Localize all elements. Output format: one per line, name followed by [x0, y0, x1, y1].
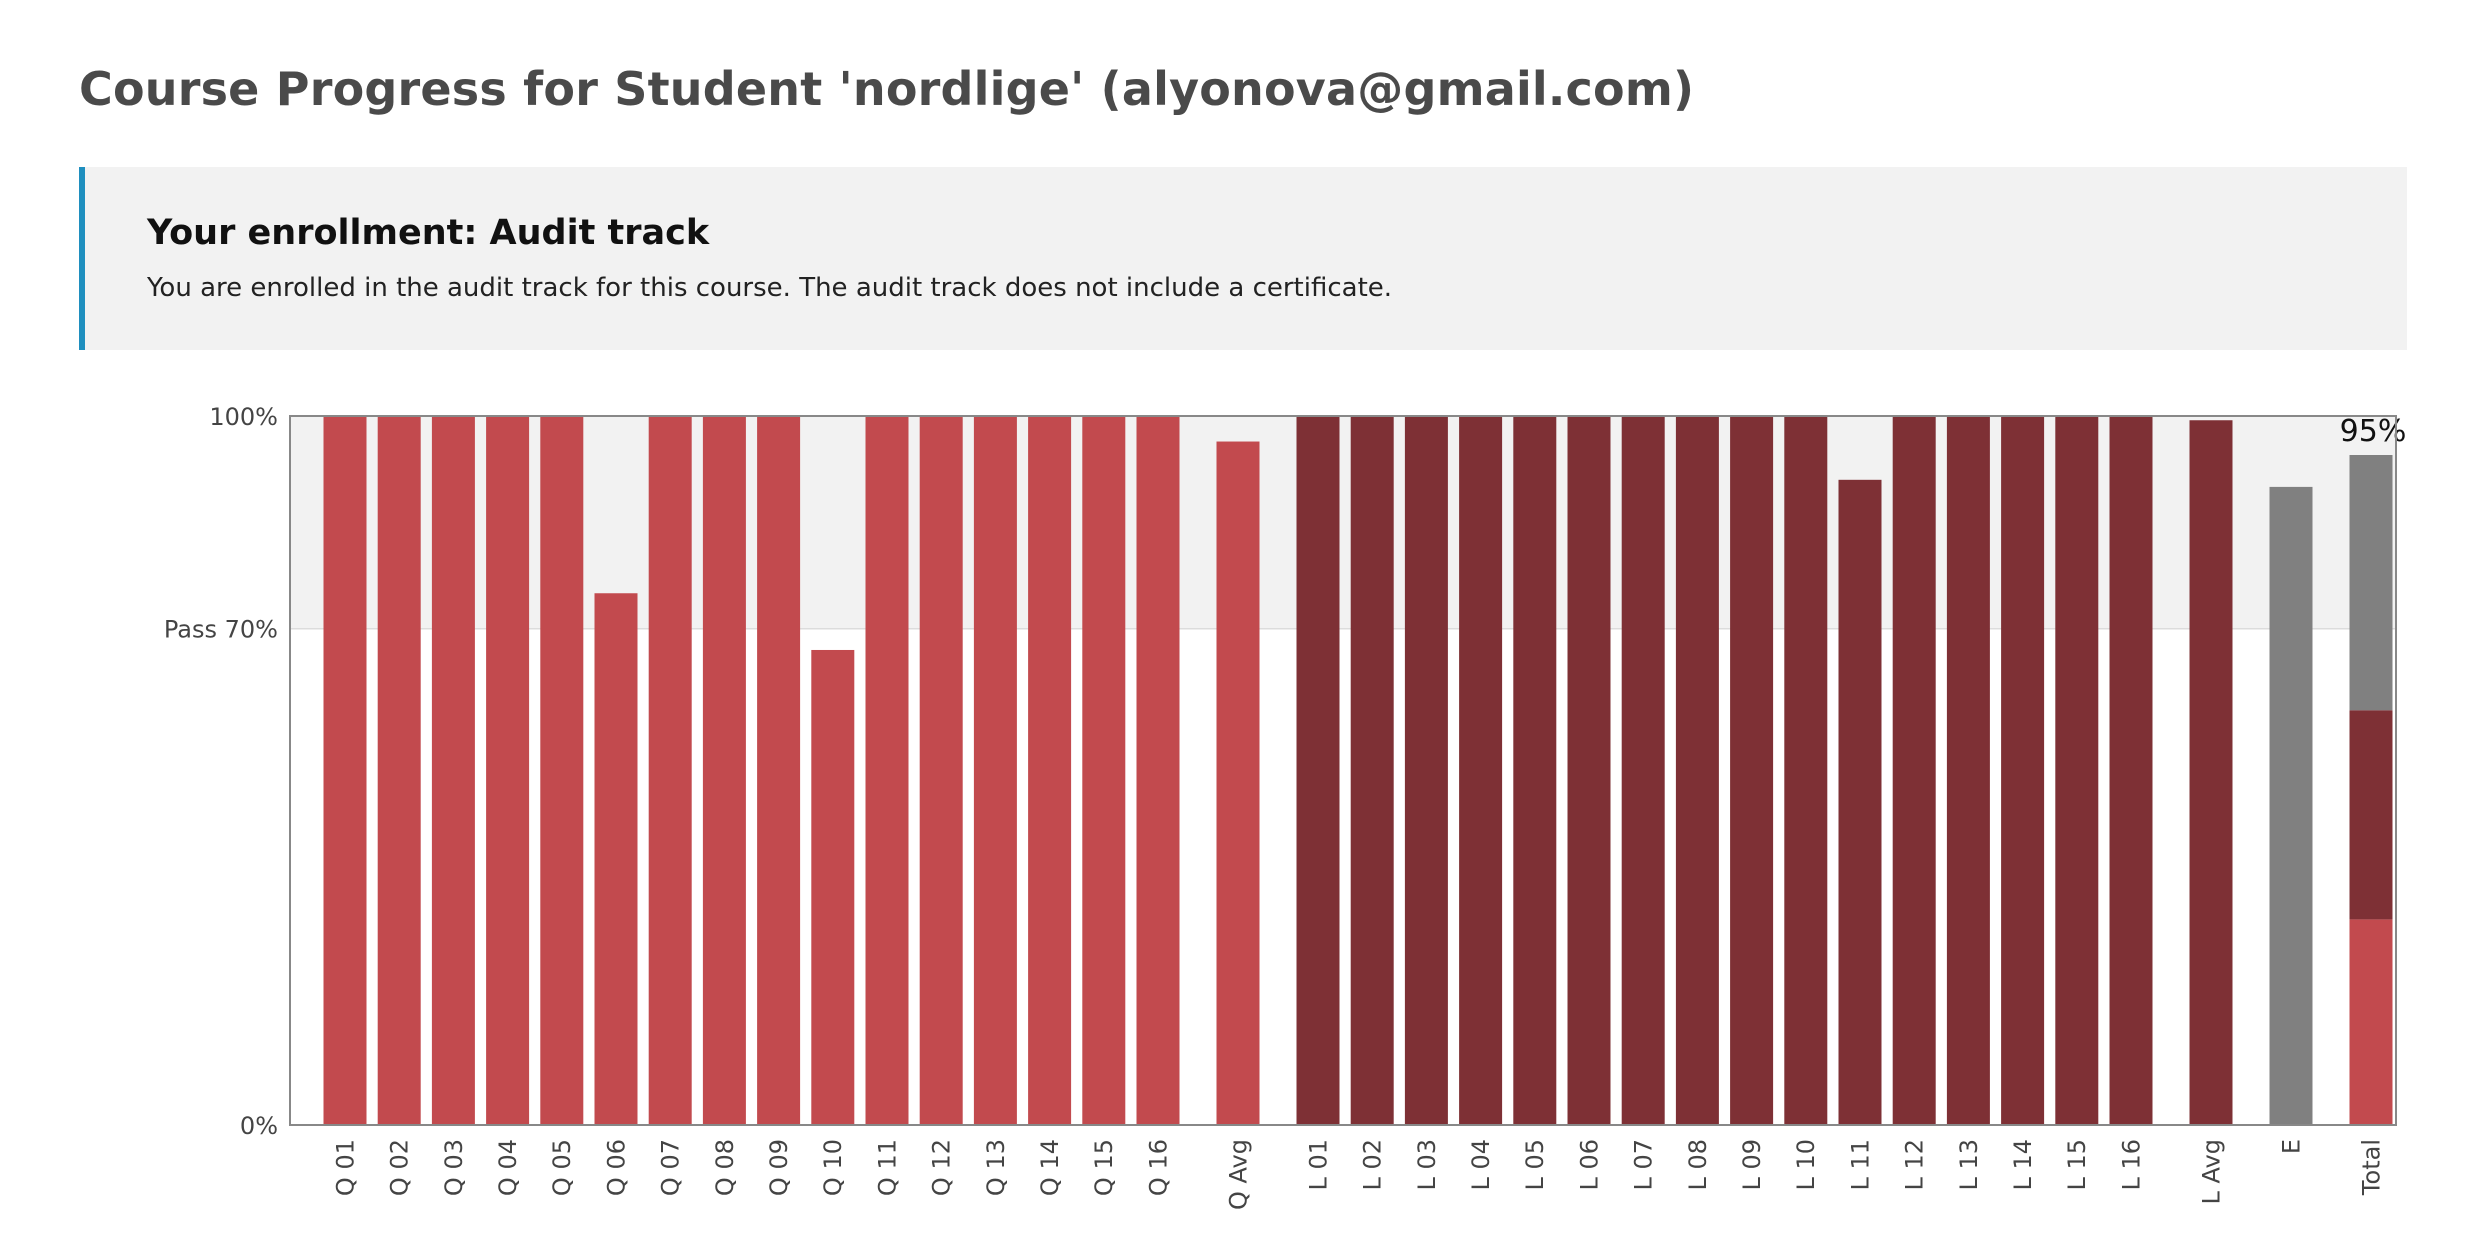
bar-l-05 — [1513, 416, 1557, 1125]
x-tick-label: Q 01 — [331, 1139, 359, 1196]
bar-q-06 — [594, 593, 638, 1125]
bar-l-02 — [1350, 416, 1394, 1125]
x-tick-label: Q 02 — [386, 1139, 414, 1196]
x-tick-label: Q 14 — [1036, 1139, 1064, 1196]
pass-band — [290, 416, 2396, 629]
x-tick-label: L 07 — [1630, 1139, 1658, 1191]
bar-q-16 — [1136, 416, 1180, 1125]
bar-q-11 — [865, 416, 909, 1125]
x-tick-label: L 11 — [1846, 1139, 1874, 1191]
bar-q-12 — [919, 416, 963, 1125]
x-tick-label: Q 04 — [494, 1139, 522, 1196]
x-tick-label: L 09 — [1738, 1139, 1766, 1191]
y-tick-label: 100% — [209, 403, 278, 431]
progress-chart: 100% Pass 70% 0% Q 01 Q 02 Q 03 Q 04 Q 05 Q 06 Q … — [164, 403, 2406, 1210]
bar-q-14 — [1028, 416, 1072, 1125]
x-tick-label: L 14 — [2009, 1139, 2037, 1191]
x-tick-label: L 08 — [1684, 1139, 1712, 1191]
bar-q-13 — [973, 416, 1017, 1125]
x-tick-label: L 16 — [2117, 1139, 2145, 1191]
x-tick-label: L 02 — [1359, 1139, 1387, 1191]
plot-frame — [289, 415, 2397, 1126]
enrollment-message: You are enrolled in the audit track for … — [147, 273, 1393, 303]
bar-q-10 — [811, 649, 855, 1125]
x-tick-label: Q 15 — [1090, 1139, 1118, 1196]
x-tick-label: Q 08 — [711, 1139, 739, 1196]
bar-l-08 — [1675, 416, 1719, 1125]
x-tick-label: L 12 — [1901, 1139, 1929, 1191]
total-segment-quiz — [2349, 919, 2393, 1125]
enrollment-notice: Your enrollment: Audit track You are enr… — [79, 167, 2407, 350]
x-tick-label: L Avg — [2197, 1139, 2225, 1204]
x-tick-label-total: Total — [2357, 1139, 2385, 1196]
bar-l-06 — [1567, 416, 1611, 1125]
x-tick-label: Q 03 — [440, 1139, 468, 1196]
bar-l-15 — [2055, 416, 2099, 1125]
x-tick-label: L 13 — [1955, 1139, 1983, 1191]
bar-q-09 — [757, 416, 801, 1125]
bar-l-13 — [1946, 416, 1990, 1125]
x-tick-label: L 15 — [2063, 1139, 2091, 1191]
bar-e — [2269, 486, 2313, 1125]
x-tick-label: E — [2277, 1139, 2305, 1154]
bar-q-15 — [1082, 416, 1126, 1125]
x-tick-label: Q 16 — [1144, 1139, 1172, 1196]
bar-l-14 — [2001, 416, 2045, 1125]
x-tick-label: Q 13 — [982, 1139, 1010, 1196]
x-tick-label: L 10 — [1792, 1139, 1820, 1191]
x-tick-label: L 01 — [1304, 1139, 1332, 1191]
x-tick-label: L 06 — [1575, 1139, 1603, 1191]
bar-l-07 — [1621, 416, 1665, 1125]
bar-l-09 — [1730, 416, 1774, 1125]
bar-q-03 — [431, 416, 475, 1125]
x-tick-label: Q 09 — [765, 1139, 793, 1196]
x-tick-label: Q 05 — [548, 1139, 576, 1196]
x-tick-label: L 03 — [1413, 1139, 1441, 1191]
total-segment-exam — [2349, 454, 2393, 711]
total-segment-lab — [2349, 710, 2393, 920]
bar-l-12 — [1892, 416, 1936, 1125]
bar-l-01 — [1296, 416, 1340, 1125]
bar-l-16 — [2109, 416, 2153, 1125]
x-tick-label: Q 06 — [602, 1139, 630, 1196]
enrollment-heading: Your enrollment: Audit track — [147, 213, 710, 253]
bar-q-02 — [377, 416, 421, 1125]
y-tick-label: 0% — [240, 1112, 278, 1140]
x-tick-label: Q 12 — [928, 1139, 956, 1196]
bar-l-10 — [1784, 416, 1828, 1125]
bar-q-avg — [1216, 441, 1260, 1125]
bar-l-11 — [1838, 479, 1882, 1125]
bar-q-04 — [486, 416, 530, 1125]
x-tick-label: L 05 — [1521, 1139, 1549, 1191]
bar-q-01 — [323, 416, 367, 1125]
bar-l-03 — [1404, 416, 1448, 1125]
bar-l-04 — [1459, 416, 1503, 1125]
bar-q-05 — [540, 416, 584, 1125]
bar-q-07 — [648, 416, 692, 1125]
y-tick-label: Pass 70% — [164, 616, 278, 644]
x-tick-label: Q 10 — [819, 1139, 847, 1196]
bar-l-avg — [2189, 420, 2233, 1125]
page-title: Course Progress for Student 'nordlige' (… — [79, 62, 1695, 116]
x-tick-label: Q Avg — [1224, 1139, 1252, 1210]
x-tick-label: Q 07 — [657, 1139, 685, 1196]
x-tick-label: L 04 — [1467, 1139, 1495, 1191]
bar-q-08 — [702, 416, 746, 1125]
x-tick-label: Q 11 — [873, 1139, 901, 1196]
